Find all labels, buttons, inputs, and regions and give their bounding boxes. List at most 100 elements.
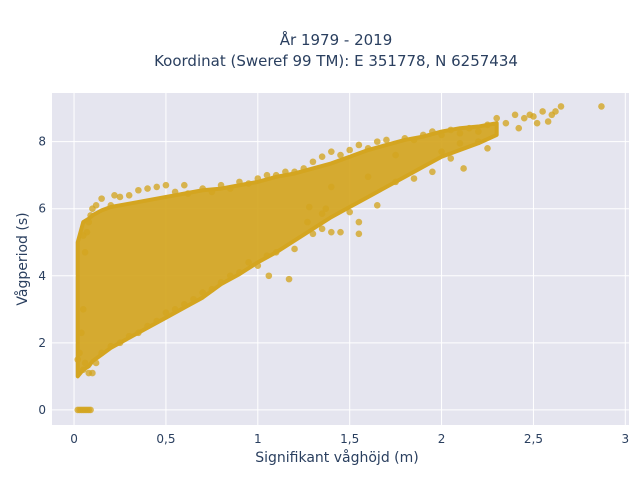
data-point (236, 178, 243, 186)
data-point (322, 205, 330, 212)
data-point (318, 225, 326, 233)
data-point (539, 108, 546, 115)
data-point (318, 210, 326, 218)
y-tick-label: 0 (38, 403, 46, 417)
x-tick-label: 1 (254, 432, 262, 446)
data-point (447, 155, 455, 162)
data-point (309, 230, 317, 238)
data-point (135, 186, 142, 194)
data-point (116, 193, 124, 201)
data-point (484, 145, 491, 152)
data-point (98, 349, 105, 357)
data-point (460, 165, 467, 172)
data-point (355, 218, 363, 226)
data-point (184, 190, 192, 197)
data-point (78, 329, 85, 337)
data-point (373, 202, 381, 209)
data-point (263, 171, 271, 179)
data-point (309, 158, 317, 166)
data-point (557, 103, 565, 110)
data-point (392, 178, 399, 186)
data-point (226, 272, 234, 280)
data-point (254, 262, 262, 270)
chart-title-line1: År 1979 - 2019 (280, 30, 393, 49)
data-point (79, 366, 87, 373)
data-point (484, 121, 491, 129)
data-point (144, 322, 151, 330)
data-point (364, 145, 372, 152)
data-point (79, 232, 87, 239)
data-point (410, 175, 418, 182)
data-point (92, 202, 100, 209)
data-point (291, 245, 298, 253)
y-axis-ticks: 0 2 4 6 8 (38, 135, 46, 417)
data-point (74, 356, 82, 363)
data-point (208, 188, 216, 196)
data-point (447, 126, 455, 134)
data-point (429, 128, 436, 135)
data-point (282, 168, 289, 176)
x-tick-label: 1,5 (340, 432, 359, 446)
data-point (181, 181, 188, 189)
data-point (81, 248, 89, 256)
data-point (208, 285, 216, 293)
data-point (116, 339, 124, 347)
data-point (530, 113, 537, 120)
data-point (87, 212, 94, 219)
x-tick-label: 0 (70, 432, 78, 446)
data-point (92, 359, 100, 367)
data-point (511, 111, 519, 119)
data-point (305, 203, 313, 211)
data-point (272, 248, 280, 256)
data-point (87, 406, 94, 414)
data-point (392, 151, 399, 159)
y-axis-label: Vågperiod (s) (14, 212, 31, 305)
data-point (76, 349, 83, 357)
data-point (456, 129, 464, 137)
x-tick-label: 0,5 (156, 432, 175, 446)
x-tick-label: 2 (438, 432, 446, 446)
data-point (465, 124, 473, 132)
data-point (236, 269, 243, 276)
data-point (355, 230, 363, 238)
y-tick-label: 6 (38, 202, 46, 216)
data-point (328, 228, 335, 236)
data-point (153, 183, 161, 191)
data-point (419, 131, 427, 139)
data-point (199, 289, 206, 296)
data-point (89, 369, 96, 377)
data-point (153, 317, 161, 325)
data-point (410, 136, 418, 144)
x-axis-ticks: 0 0,5 1 1,5 2 2,5 3 (70, 432, 629, 446)
data-point (346, 146, 353, 154)
data-point (181, 300, 188, 308)
x-tick-label: 3 (622, 432, 630, 446)
data-point (533, 119, 541, 127)
data-point (171, 306, 179, 313)
data-point (263, 252, 271, 259)
data-point (328, 148, 335, 155)
data-point (217, 279, 225, 286)
data-point (199, 185, 206, 192)
data-point (162, 309, 170, 316)
data-point (245, 259, 252, 266)
data-point (226, 185, 234, 192)
data-point (217, 181, 225, 189)
data-point (190, 295, 197, 303)
data-point (337, 228, 344, 236)
data-point (456, 140, 464, 147)
chart-title-line2: Koordinat (Sweref 99 TM): E 351778, N 62… (154, 52, 518, 70)
data-point (265, 272, 273, 280)
data-point (79, 306, 87, 313)
data-point (135, 329, 142, 337)
data-point (438, 131, 445, 139)
data-point (502, 119, 510, 127)
data-point (285, 275, 293, 283)
data-point (245, 180, 252, 187)
data-point (493, 114, 500, 122)
data-point (291, 168, 298, 176)
y-tick-label: 2 (38, 336, 46, 350)
data-point (515, 124, 523, 132)
data-point (300, 165, 308, 172)
data-point (598, 103, 605, 110)
